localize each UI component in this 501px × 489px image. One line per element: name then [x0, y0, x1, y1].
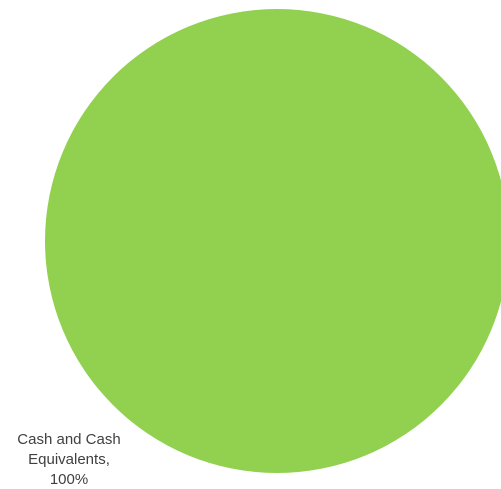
- data-label-line: Equivalents,: [28, 451, 110, 468]
- data-label-line: Cash and Cash: [17, 431, 120, 448]
- data-labels: Cash and Cash Equivalents, 100%: [17, 431, 120, 488]
- pie-slice-0: [45, 9, 501, 473]
- pie-slices: [45, 9, 501, 473]
- data-label-line: 100%: [50, 471, 88, 488]
- data-label-0: Cash and Cash Equivalents, 100%: [17, 431, 120, 488]
